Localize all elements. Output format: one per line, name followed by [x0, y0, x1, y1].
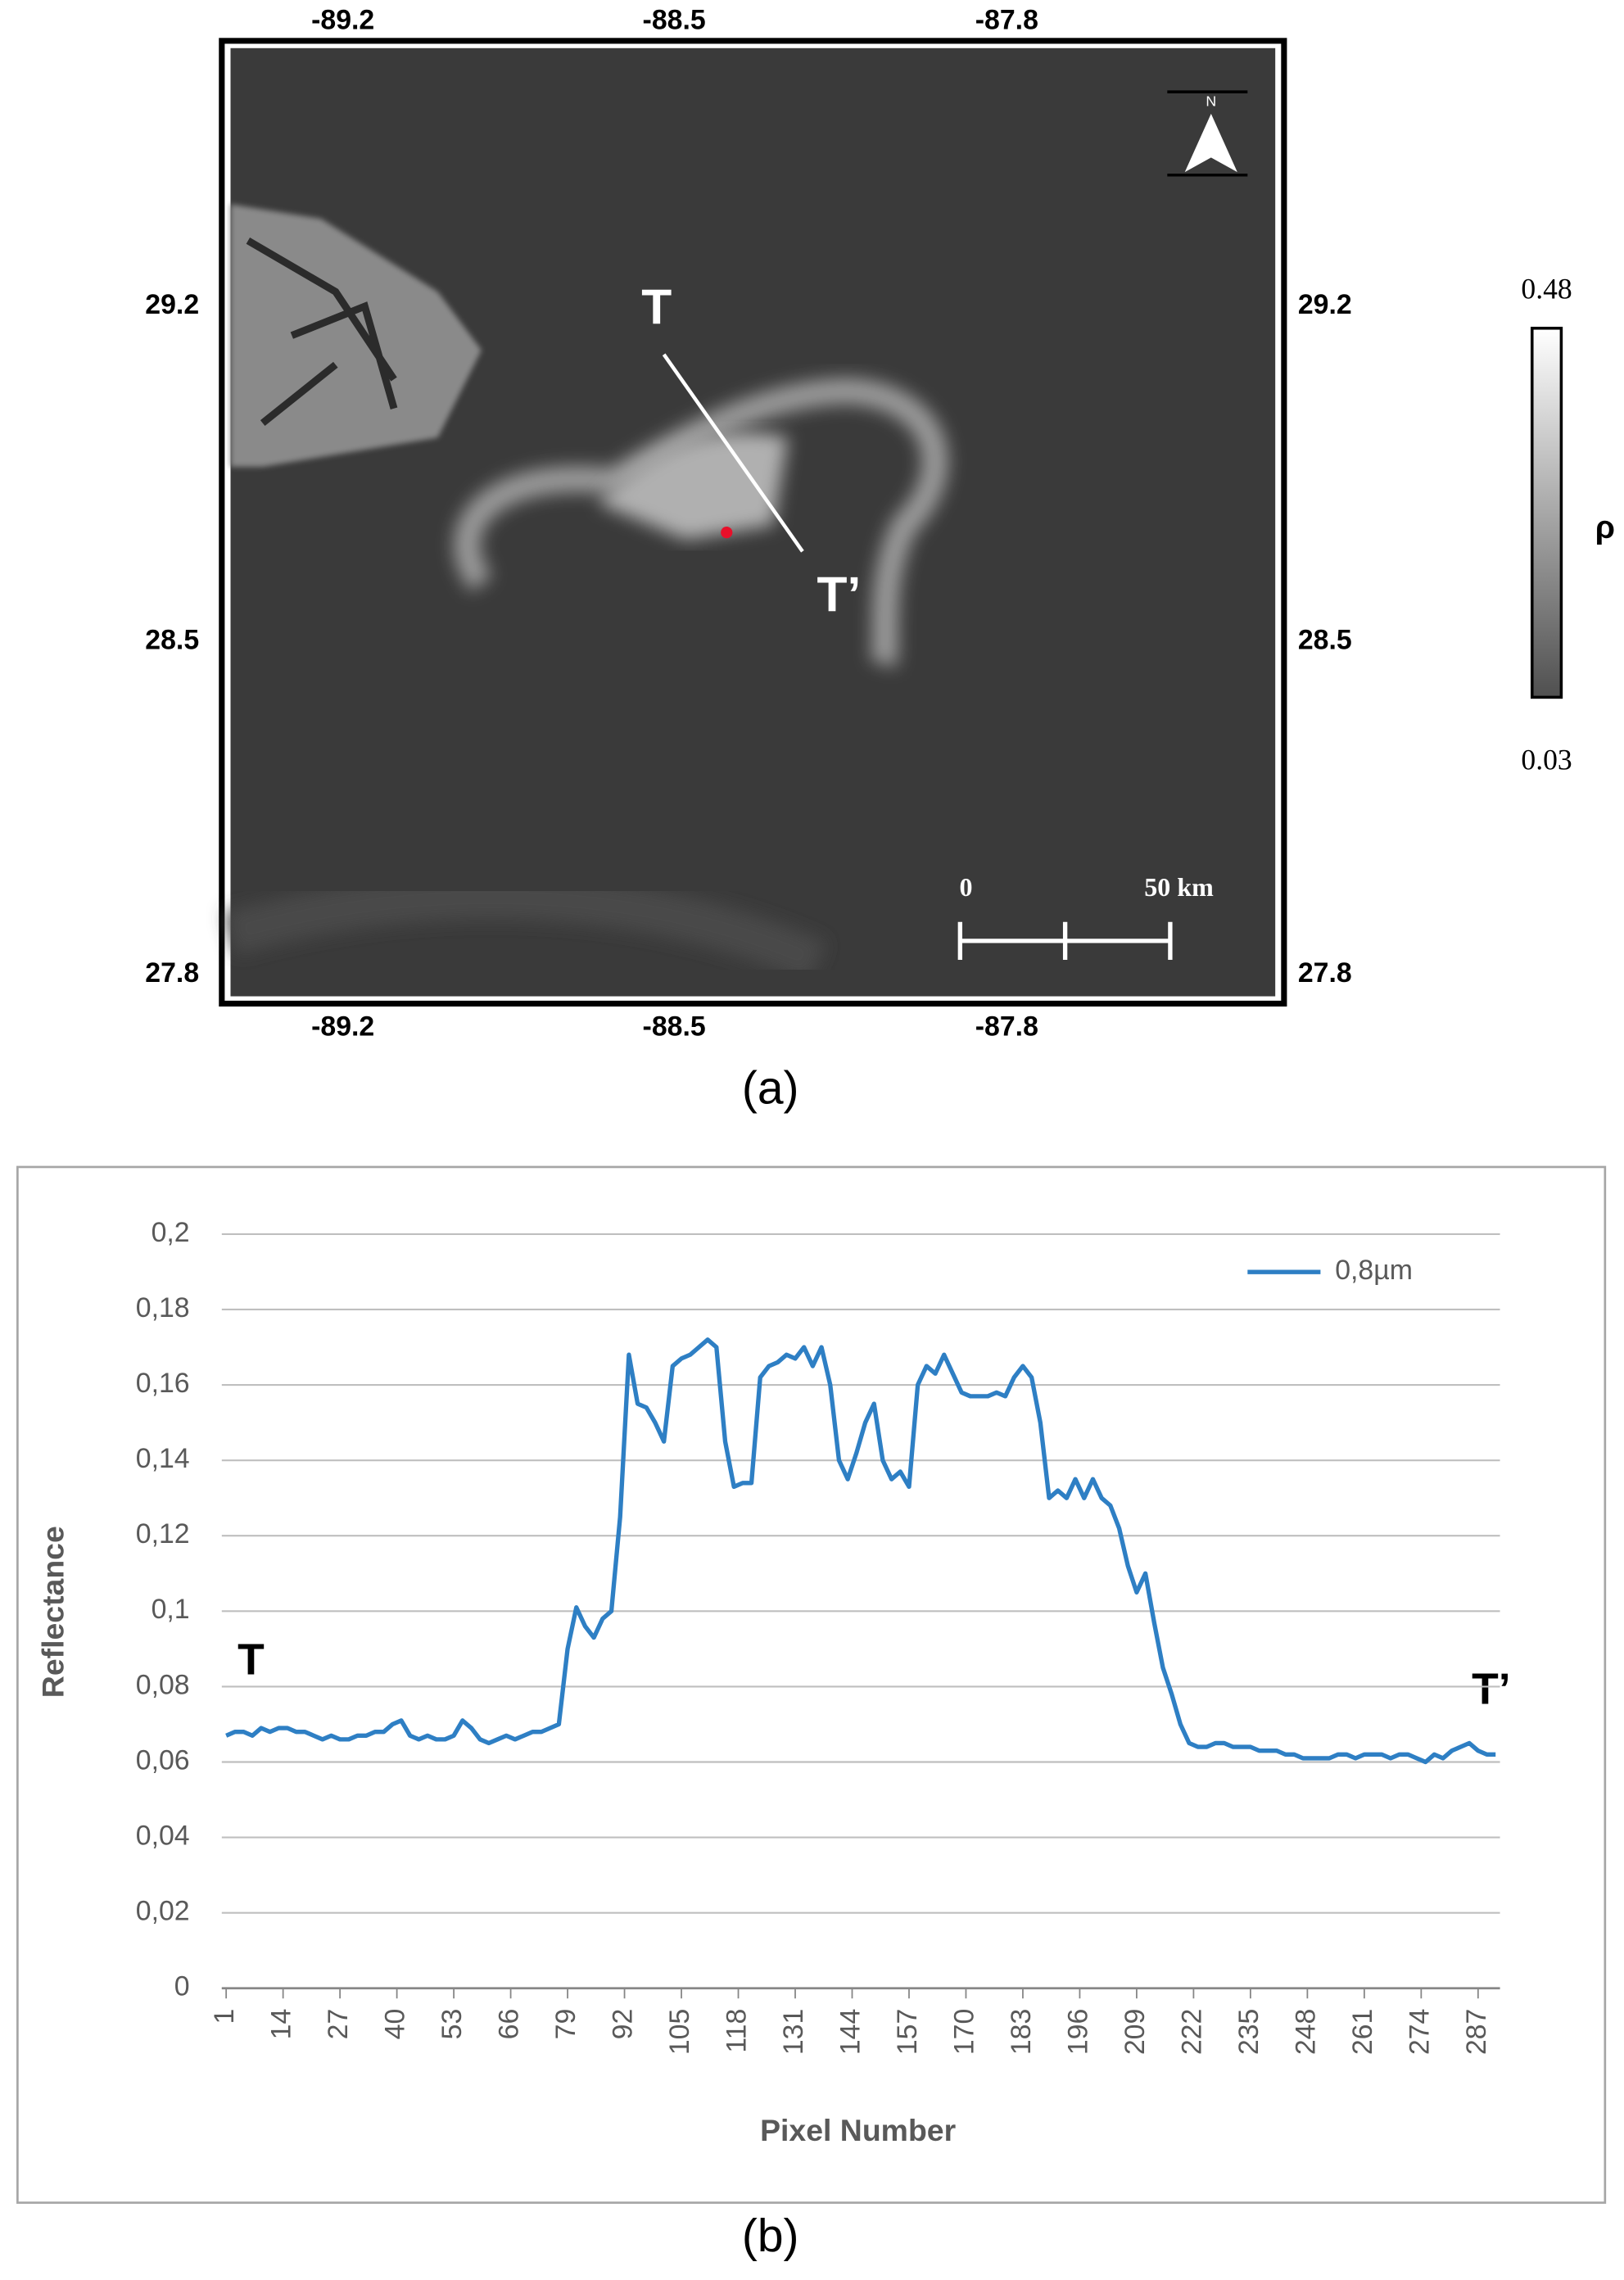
caption: (b) [742, 2210, 799, 2262]
lat-label: 29.2 [1298, 289, 1352, 320]
lat-label: 27.8 [145, 957, 199, 988]
x-tick-label: 261 [1347, 2009, 1378, 2055]
y-tick-label: 0,18 [136, 1292, 190, 1323]
x-tick-label: 274 [1404, 2009, 1435, 2055]
sample-point [721, 527, 733, 539]
y-tick-label: 0,02 [136, 1896, 190, 1927]
colorbar-min: 0.03 [1521, 744, 1572, 776]
legend-label: 0,8µm [1335, 1255, 1413, 1286]
lon-label: -88.5 [643, 5, 706, 36]
lon-label: -89.2 [311, 5, 374, 36]
lat-label: 29.2 [145, 289, 199, 320]
x-tick-label: 144 [835, 2009, 866, 2055]
x-tick-label: 222 [1176, 2009, 1207, 2055]
plume-core [598, 432, 789, 541]
x-tick-label: 157 [892, 2009, 923, 2055]
x-tick-label: 105 [664, 2009, 695, 2055]
y-tick-label: 0,16 [136, 1368, 190, 1399]
lat-label: 27.8 [1298, 957, 1352, 988]
map-panel: T T’ N 0 50 km -89.2 -88.5 -87.8 -89.2 -… [145, 5, 1615, 1115]
north-label: N [1206, 93, 1216, 109]
haze [224, 875, 826, 983]
image-features [224, 204, 948, 983]
chart-panel: Pixel Number Reflectance T T’ (b) 0 0,02 0… [16, 1165, 1607, 2262]
lon-label: -87.8 [975, 5, 1038, 36]
y-tick-label: 0,2 [152, 1217, 190, 1248]
x-tick-label: 14 [266, 2009, 297, 2040]
y-axis-title: Reflectance [36, 1526, 70, 1698]
lon-label: -89.2 [311, 1011, 374, 1043]
y-tick-label: 0 [174, 1971, 190, 2002]
x-tick-label: 118 [721, 2009, 752, 2053]
x-tick-label: 170 [948, 2009, 979, 2055]
x-tick-label: 92 [607, 2009, 638, 2040]
annotation: T’ [1472, 1665, 1511, 1713]
lon-label: -88.5 [643, 1011, 706, 1043]
caption: (a) [742, 1061, 799, 1114]
x-tick-label: 27 [323, 2009, 354, 2040]
y-tick-label: 0,04 [136, 1821, 190, 1852]
x-tick-label: 183 [1006, 2009, 1037, 2055]
x-axis-title: Pixel Number [760, 2113, 956, 2147]
y-tick-label: 0,1 [152, 1594, 190, 1625]
transect-end: T’ [817, 566, 862, 622]
y-tick-label: 0,14 [136, 1443, 190, 1474]
delta-channels [246, 238, 398, 427]
chart-frame [16, 1165, 1607, 2204]
annotation: T [237, 1636, 265, 1685]
x-tick-label: 196 [1062, 2009, 1093, 2055]
scale-start: 0 [959, 872, 972, 902]
y-tick-label: 0,12 [136, 1518, 190, 1549]
north-arrow: N [1167, 90, 1248, 177]
colorbar [1530, 326, 1563, 699]
transect-start: T [641, 278, 672, 334]
x-tick-label: 131 [778, 2009, 809, 2055]
lat-label: 28.5 [1298, 625, 1352, 656]
scale-end: 50 km [1144, 872, 1214, 902]
colorbar-max: 0.48 [1521, 272, 1572, 305]
x-tick-label: 287 [1461, 2009, 1492, 2055]
x-tick-label: 79 [550, 2009, 581, 2040]
colorbar-label: ρ [1595, 510, 1615, 545]
north-symbol [1184, 113, 1237, 173]
scale-bar: 0 50 km [957, 872, 1214, 961]
lat-label: 28.5 [145, 625, 199, 656]
x-tick-label: 66 [494, 2009, 525, 2040]
transect-line [662, 353, 804, 553]
x-tick-label: 235 [1233, 2009, 1264, 2055]
x-tick-label: 40 [380, 2009, 411, 2040]
y-tick-label: 0,06 [136, 1744, 190, 1776]
data-line [225, 1337, 1496, 1765]
x-tick-label: 209 [1120, 2009, 1151, 2055]
x-tick-label: 1 [209, 2009, 240, 2024]
x-tick-label: 53 [437, 2009, 468, 2040]
lon-label: -87.8 [975, 1011, 1038, 1043]
y-tick-label: 0,08 [136, 1669, 190, 1700]
x-tick-label: 248 [1290, 2009, 1321, 2055]
plume [454, 378, 948, 668]
